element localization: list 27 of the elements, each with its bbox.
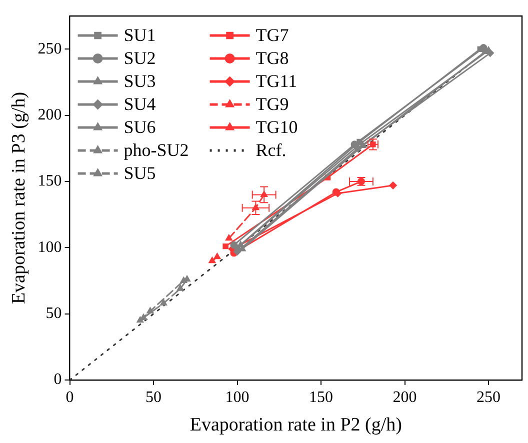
x-tick-label: 150 <box>309 388 334 406</box>
y-tick-label: 0 <box>54 371 62 388</box>
y-tick-label: 200 <box>38 106 62 124</box>
x-tick-label: 0 <box>66 388 74 406</box>
legend-label: SU1 <box>124 25 156 46</box>
x-axis-title: Evaporation rate in P2 (g/h) <box>190 414 402 436</box>
x-tick-label: 250 <box>476 388 501 406</box>
y-tick-label: 50 <box>46 305 62 322</box>
x-tick-label: 200 <box>392 388 417 406</box>
legend-label: SU3 <box>124 71 156 92</box>
x-tick-label: 50 <box>146 388 162 406</box>
y-tick-label: 250 <box>38 40 62 58</box>
legend-label: SU5 <box>124 163 156 184</box>
legend-label: TG11 <box>256 71 298 92</box>
legend-label: SU2 <box>124 48 156 68</box>
legend-label: pho-SU2 <box>124 140 189 160</box>
y-tick-label: 100 <box>38 238 62 256</box>
legend-label: SU6 <box>124 117 156 138</box>
legend-label: TG8 <box>256 48 289 68</box>
y-axis-title: Evaporation rate in P3 (g/h) <box>8 92 30 304</box>
legend-label: TG9 <box>256 94 289 114</box>
y-tick-label: 150 <box>38 172 62 190</box>
x-tick-label: 100 <box>225 388 250 406</box>
legend-label: Rcf. <box>256 140 286 160</box>
legend-label: SU4 <box>124 94 156 114</box>
legend-label: TG7 <box>256 25 289 46</box>
legend-label: TG10 <box>256 117 298 138</box>
